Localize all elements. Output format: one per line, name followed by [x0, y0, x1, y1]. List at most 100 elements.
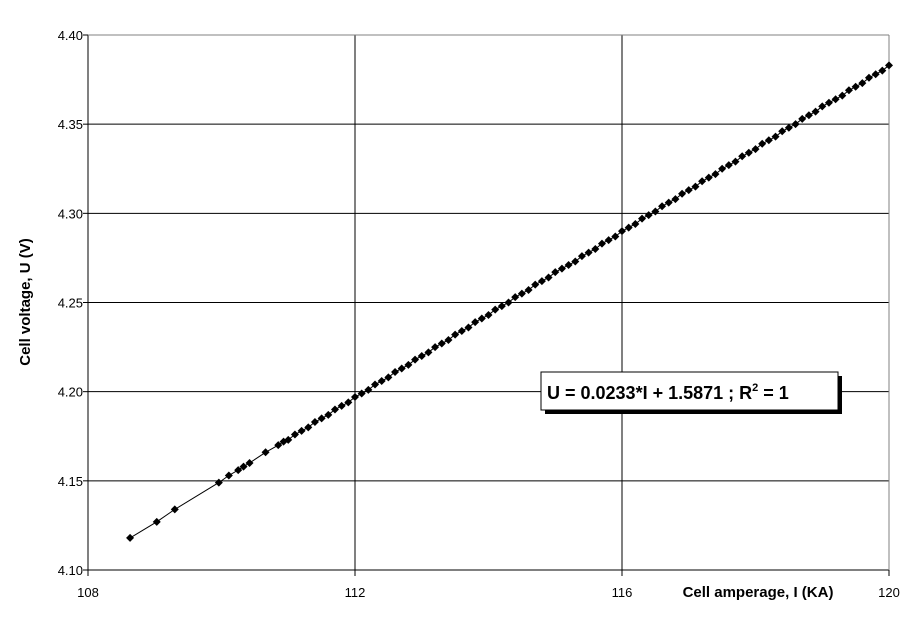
data-point	[771, 132, 780, 141]
data-point	[330, 405, 339, 414]
data-point	[751, 145, 760, 154]
y-tick-label: 4.15	[58, 474, 83, 489]
data-point	[404, 360, 413, 369]
data-point	[818, 102, 827, 111]
data-point	[411, 355, 420, 364]
data-point	[618, 227, 626, 236]
data-point	[310, 417, 319, 426]
data-point	[531, 280, 540, 289]
y-tick-label: 4.40	[58, 28, 83, 43]
data-point	[664, 198, 673, 207]
data-point	[444, 335, 453, 344]
data-point	[564, 261, 573, 270]
data-point	[804, 111, 813, 120]
data-point	[397, 364, 406, 373]
data-point	[377, 376, 386, 385]
data-point	[152, 517, 161, 526]
tick-labels: 4.10 4.15 4.20 4.25 4.30 4.35 4.40 108 112 116 120	[58, 28, 900, 600]
data-point	[471, 318, 480, 327]
data-point	[214, 478, 223, 487]
y-tick-label: 4.25	[58, 296, 83, 311]
data-point	[537, 277, 546, 286]
data-point	[798, 114, 807, 123]
data-point	[126, 533, 135, 542]
data-point	[464, 323, 473, 332]
data-point	[571, 257, 580, 266]
data-point	[324, 410, 333, 419]
data-point	[261, 448, 270, 457]
data-point	[811, 107, 820, 116]
data-point	[678, 189, 687, 198]
data-point	[644, 211, 653, 220]
data-point	[290, 430, 299, 439]
data-point	[597, 239, 606, 248]
data-point	[274, 441, 283, 450]
data-point	[611, 232, 620, 241]
data-point	[364, 385, 373, 394]
data-point	[764, 136, 773, 145]
data-point	[851, 82, 860, 91]
data-point	[344, 398, 353, 407]
data-point	[431, 343, 440, 352]
y-tick-label: 4.35	[58, 117, 83, 132]
data-point	[864, 73, 873, 82]
data-point	[384, 373, 393, 382]
data-point	[698, 177, 707, 186]
data-point	[544, 273, 553, 282]
data-point	[885, 61, 893, 70]
data-point	[297, 426, 306, 435]
data-point	[824, 98, 833, 107]
data-point	[858, 79, 867, 88]
data-point	[784, 123, 793, 132]
gridlines	[88, 34, 889, 571]
data-point	[517, 289, 526, 298]
y-tick-label: 4.20	[58, 385, 83, 400]
data-point	[844, 86, 853, 95]
data-series	[126, 61, 893, 542]
data-point	[651, 207, 660, 216]
data-point	[524, 286, 533, 295]
data-point	[437, 339, 446, 348]
data-point	[724, 161, 733, 170]
data-point	[584, 248, 593, 257]
data-point	[391, 368, 400, 377]
data-point	[424, 348, 433, 357]
y-axis-label: Cell voltage, U (V)	[17, 238, 34, 366]
data-point	[718, 164, 727, 173]
data-point	[239, 462, 248, 471]
data-point	[731, 157, 740, 166]
data-point	[284, 435, 293, 444]
data-point	[878, 66, 887, 75]
data-point	[170, 505, 179, 514]
data-point	[704, 173, 713, 182]
data-point	[357, 389, 366, 398]
y-tick-label: 4.30	[58, 206, 83, 221]
data-point	[638, 214, 647, 223]
data-point	[451, 330, 460, 339]
axes	[83, 34, 890, 576]
y-tick-label: 4.10	[58, 563, 83, 578]
data-point	[497, 302, 506, 311]
data-point	[631, 220, 640, 229]
data-point	[234, 466, 243, 475]
data-point	[791, 120, 800, 129]
data-point	[484, 310, 493, 319]
data-point	[245, 459, 254, 467]
data-point	[738, 152, 747, 161]
data-point	[417, 352, 426, 360]
data-point	[371, 380, 380, 389]
data-point	[691, 182, 700, 191]
data-point	[551, 268, 560, 277]
data-point	[778, 127, 787, 136]
data-point	[838, 91, 847, 100]
data-point	[477, 314, 486, 323]
data-point	[671, 195, 680, 204]
x-axis-label: Cell amperage, I (KA)	[683, 584, 834, 601]
data-point	[511, 293, 520, 302]
data-point	[491, 305, 500, 314]
data-point	[624, 223, 633, 232]
x-tick-label: 108	[77, 585, 99, 600]
data-point	[557, 264, 566, 273]
data-point	[684, 186, 693, 195]
